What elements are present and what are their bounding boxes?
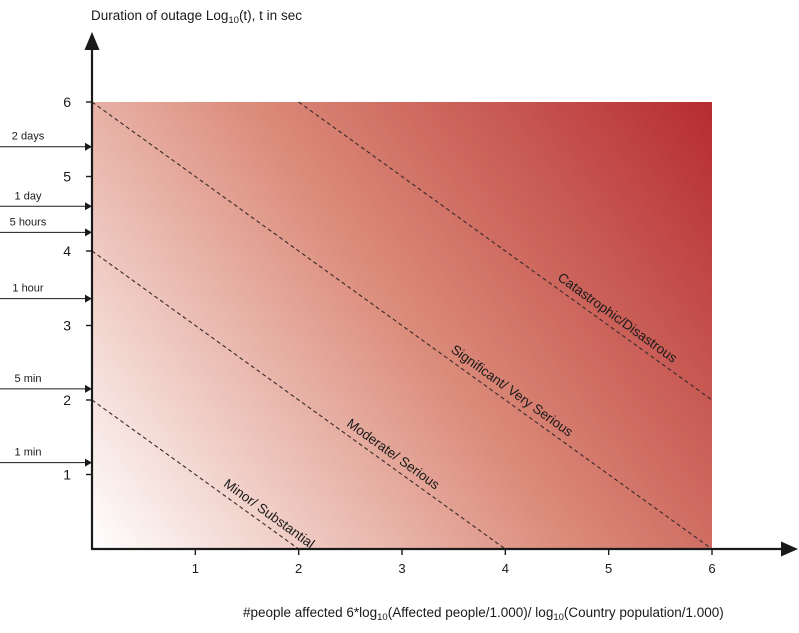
time-marker-label: 2 days <box>12 131 45 143</box>
y-tick-label: 4 <box>63 243 71 259</box>
severity-boundary-line <box>298 101 713 401</box>
x-tick-label: 4 <box>502 561 509 576</box>
time-marker-label: 5 min <box>15 373 42 385</box>
time-marker-label: 5 hours <box>10 216 47 228</box>
y-axis-ticks: 1 2 3 4 5 6 <box>63 94 92 483</box>
y-axis-arrow <box>84 32 100 50</box>
y-axis-title: Duration of outage Log10(t), t in sec <box>91 8 302 26</box>
time-markers: 1 min 5 min 1 hour 5 hours 1 day 2 days <box>0 131 92 467</box>
time-marker-label: 1 day <box>15 190 42 202</box>
time-marker-label: 1 min <box>15 447 42 459</box>
x-tick-label: 3 <box>398 561 405 576</box>
y-tick-label: 3 <box>63 318 71 334</box>
time-marker-arrow <box>85 384 92 393</box>
time-marker-label: 1 hour <box>12 283 44 295</box>
y-tick-label: 5 <box>63 169 71 185</box>
time-marker-arrow <box>85 202 92 211</box>
time-marker-arrow <box>85 458 92 467</box>
x-axis-arrow <box>781 541 798 557</box>
x-axis-title: #people affected 6*log10(Affected people… <box>243 605 724 623</box>
x-tick-label: 6 <box>708 561 715 576</box>
severity-boundaries <box>91 101 713 550</box>
time-marker-arrow <box>85 228 92 237</box>
y-tick-label: 1 <box>63 467 71 483</box>
severity-boundary-line <box>91 101 713 550</box>
severity-boundary-line <box>91 399 299 550</box>
time-marker-arrow <box>85 142 92 151</box>
time-marker-arrow <box>85 294 92 303</box>
x-tick-label: 2 <box>295 561 302 576</box>
severity-boundary-line <box>91 250 506 550</box>
x-tick-label: 5 <box>605 561 612 576</box>
x-axis-ticks: 1 2 3 4 5 6 <box>192 549 716 576</box>
y-tick-label: 6 <box>63 94 71 110</box>
y-tick-label: 2 <box>63 392 71 408</box>
x-tick-label: 1 <box>192 561 199 576</box>
